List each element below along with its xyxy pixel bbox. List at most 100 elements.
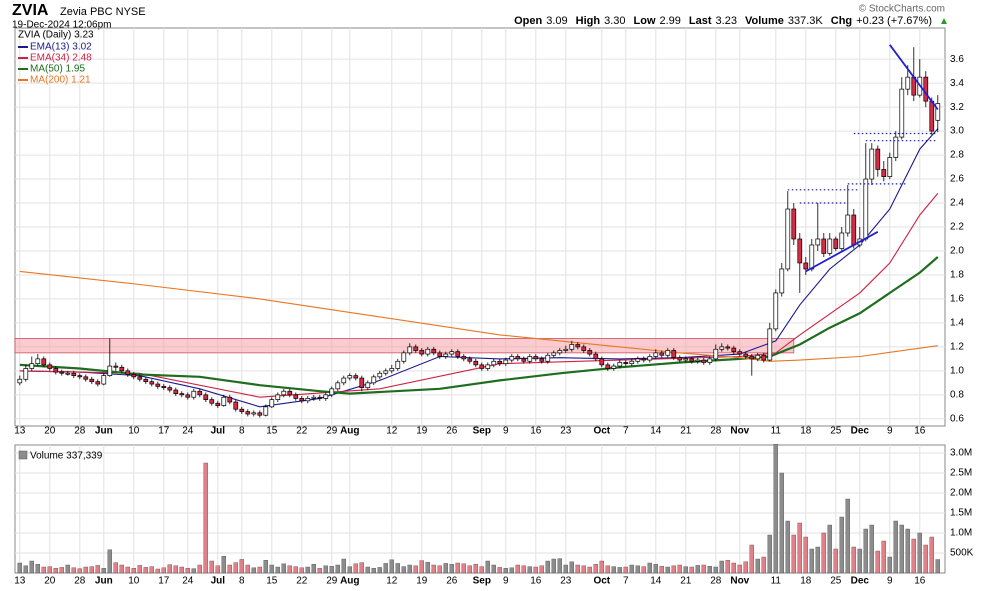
volume-bar bbox=[77, 568, 83, 574]
volume-bar bbox=[683, 566, 688, 574]
volume-bar bbox=[401, 566, 406, 574]
volume-bar bbox=[287, 565, 292, 574]
x-tick-label: 24 bbox=[182, 576, 194, 587]
volume-bar bbox=[251, 567, 257, 574]
candle-body bbox=[923, 76, 929, 102]
volume-bar bbox=[695, 565, 700, 574]
candle-body bbox=[65, 372, 71, 375]
volume-bar bbox=[887, 556, 892, 574]
volume-bar bbox=[557, 558, 562, 574]
candle-body bbox=[311, 396, 317, 399]
candle-body bbox=[611, 365, 617, 369]
quote-value: +0.23 (+7.67%) bbox=[856, 15, 932, 27]
y-tick-label: 0.8 bbox=[950, 389, 964, 400]
volume-bar bbox=[815, 546, 820, 574]
candle-body bbox=[83, 376, 89, 380]
candle-body bbox=[605, 364, 611, 369]
quote-value: 3.30 bbox=[604, 15, 625, 27]
volume-bar bbox=[485, 560, 490, 574]
volume-bar bbox=[539, 565, 544, 574]
volume-bar bbox=[473, 564, 478, 574]
volume-bar bbox=[845, 498, 850, 574]
candle-body bbox=[215, 402, 221, 406]
candle-body bbox=[653, 352, 659, 357]
candle-body bbox=[647, 356, 653, 361]
volume-bar bbox=[281, 563, 286, 574]
volume-title: Volume 337,339 bbox=[30, 451, 103, 462]
volume-bar bbox=[107, 549, 113, 574]
volume-bar bbox=[173, 565, 179, 574]
volume-bar bbox=[551, 558, 556, 574]
quote-label: Last bbox=[689, 15, 712, 27]
volume-bar bbox=[125, 566, 131, 574]
volume-bar bbox=[935, 559, 940, 574]
symbol: ZVIA bbox=[12, 2, 49, 19]
candle-body bbox=[713, 348, 719, 360]
candle-body bbox=[749, 356, 755, 360]
x-tick-label: 18 bbox=[800, 576, 812, 587]
volume-bar bbox=[407, 564, 412, 574]
x-tick-label: 9 bbox=[503, 426, 509, 437]
volume-bar bbox=[647, 562, 652, 574]
volume-bar bbox=[911, 538, 916, 574]
volume-bar bbox=[263, 560, 268, 574]
volume-bar bbox=[581, 565, 586, 574]
volume-bar bbox=[245, 564, 251, 574]
quote-value: 2.99 bbox=[660, 15, 681, 27]
x-tick-label: 22 bbox=[296, 576, 308, 587]
volume-bar bbox=[707, 566, 712, 574]
trend-line bbox=[805, 231, 879, 273]
x-tick-label: 28 bbox=[74, 426, 86, 437]
candle-body bbox=[785, 208, 791, 270]
volume-bar bbox=[341, 558, 346, 574]
x-tick-label: Jun bbox=[95, 426, 113, 437]
volume-bar bbox=[689, 566, 694, 574]
volume-bar bbox=[275, 566, 280, 574]
x-tick-label: Dec bbox=[851, 576, 870, 587]
candle-body bbox=[113, 365, 119, 368]
candle-body bbox=[353, 375, 359, 379]
y-tick-label: 1.2 bbox=[950, 342, 964, 353]
candle-body bbox=[407, 346, 413, 354]
candle-body bbox=[359, 377, 365, 388]
x-tick-label: 17 bbox=[158, 576, 170, 587]
volume-bar bbox=[467, 565, 472, 574]
volume-bar bbox=[905, 528, 910, 574]
volume-bar bbox=[41, 566, 46, 574]
legend-title: ZVIA (Daily) 3.23 bbox=[18, 30, 94, 41]
candle-body bbox=[683, 358, 689, 361]
volume-bar bbox=[737, 564, 742, 574]
x-tick-label: 8 bbox=[239, 426, 245, 437]
x-tick-label: 23 bbox=[560, 426, 572, 437]
candle-body bbox=[671, 350, 677, 359]
volume-bar bbox=[671, 565, 676, 574]
company-name: Zevia PBC NYSE bbox=[60, 6, 146, 18]
y-tick-label: 3.4 bbox=[950, 78, 964, 89]
candle-body bbox=[263, 406, 269, 416]
candle-body bbox=[701, 359, 707, 363]
candle-body bbox=[233, 401, 239, 410]
y-tick-label: 1.8 bbox=[950, 270, 964, 281]
volume-bar bbox=[365, 566, 370, 574]
candle-body bbox=[929, 100, 935, 132]
volume-bar bbox=[893, 520, 898, 574]
volume-bar bbox=[347, 566, 352, 574]
candle-body bbox=[617, 362, 623, 367]
indicator-line bbox=[19, 256, 939, 395]
volume-bar bbox=[701, 564, 706, 574]
candle-body bbox=[209, 399, 215, 404]
x-tick-label: 20 bbox=[44, 426, 56, 437]
indicator-line bbox=[19, 270, 938, 362]
volume-bar bbox=[803, 536, 808, 574]
x-tick-label: 23 bbox=[560, 576, 572, 587]
volume-bar bbox=[83, 566, 89, 574]
x-tick-label: 10 bbox=[128, 576, 140, 587]
volume-bar bbox=[455, 562, 460, 574]
volume-bar bbox=[323, 565, 328, 574]
x-tick-label: 13 bbox=[14, 576, 26, 587]
candle-body bbox=[659, 352, 665, 356]
y-tick-label: 1.6 bbox=[950, 294, 964, 305]
x-tick-label: 9 bbox=[887, 426, 893, 437]
candle-body bbox=[71, 372, 77, 377]
volume-bar bbox=[293, 566, 298, 574]
